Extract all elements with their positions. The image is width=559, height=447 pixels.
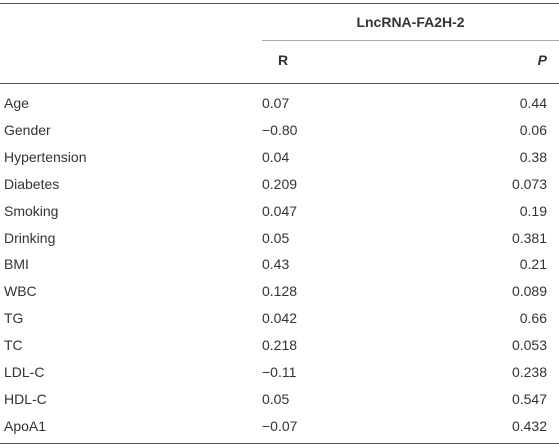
row-label: Drinking <box>4 229 56 246</box>
row-label: Age <box>4 95 29 111</box>
p-value: 0.238 <box>511 364 547 380</box>
r-value: −0.80 <box>262 121 298 138</box>
p-value: 0.06 <box>519 121 547 138</box>
p-value: 0.381 <box>511 229 547 246</box>
r-value: 0.05 <box>262 229 290 246</box>
r-value: −0.07 <box>262 417 298 434</box>
r-value: 0.042 <box>262 310 298 327</box>
row-label: ApoA1 <box>4 417 47 434</box>
row-label: Hypertension <box>4 148 87 165</box>
p-value: 0.66 <box>519 310 547 327</box>
row-label: TG <box>4 310 24 327</box>
row-label: BMI <box>4 256 29 273</box>
p-value: 0.053 <box>511 337 547 354</box>
p-value: 0.547 <box>511 390 547 407</box>
row-label: HDL-C <box>4 390 47 407</box>
r-value: 0.047 <box>262 202 298 219</box>
top-rule <box>0 3 559 4</box>
row-label: Gender <box>4 121 51 138</box>
r-value: −0.11 <box>262 364 297 380</box>
p-value: 0.44 <box>519 95 547 111</box>
r-value: 0.128 <box>262 283 298 300</box>
column-header: P <box>537 52 547 68</box>
p-value: 0.089 <box>511 283 547 300</box>
row-label: LDL-C <box>4 364 45 380</box>
r-value: 0.05 <box>262 390 290 407</box>
group-rule <box>262 40 559 41</box>
row-label: Diabetes <box>4 175 60 192</box>
p-value: 0.38 <box>519 148 547 165</box>
r-value: 0.218 <box>262 337 298 354</box>
header-rule <box>0 83 559 84</box>
r-value: 0.04 <box>262 148 290 165</box>
column-header: R <box>278 52 289 68</box>
bottom-rule <box>0 443 559 444</box>
row-label: TC <box>4 337 23 354</box>
r-value: 0.07 <box>262 95 290 111</box>
p-value: 0.19 <box>519 202 547 219</box>
r-value: 0.209 <box>262 175 298 192</box>
row-label: WBC <box>4 283 37 300</box>
p-value: 0.432 <box>511 417 547 434</box>
r-value: 0.43 <box>262 256 290 273</box>
p-value: 0.21 <box>519 256 547 273</box>
p-value: 0.073 <box>511 175 547 192</box>
group-header: LncRNA-FA2H-2 <box>356 14 465 30</box>
row-label: Smoking <box>4 202 59 219</box>
